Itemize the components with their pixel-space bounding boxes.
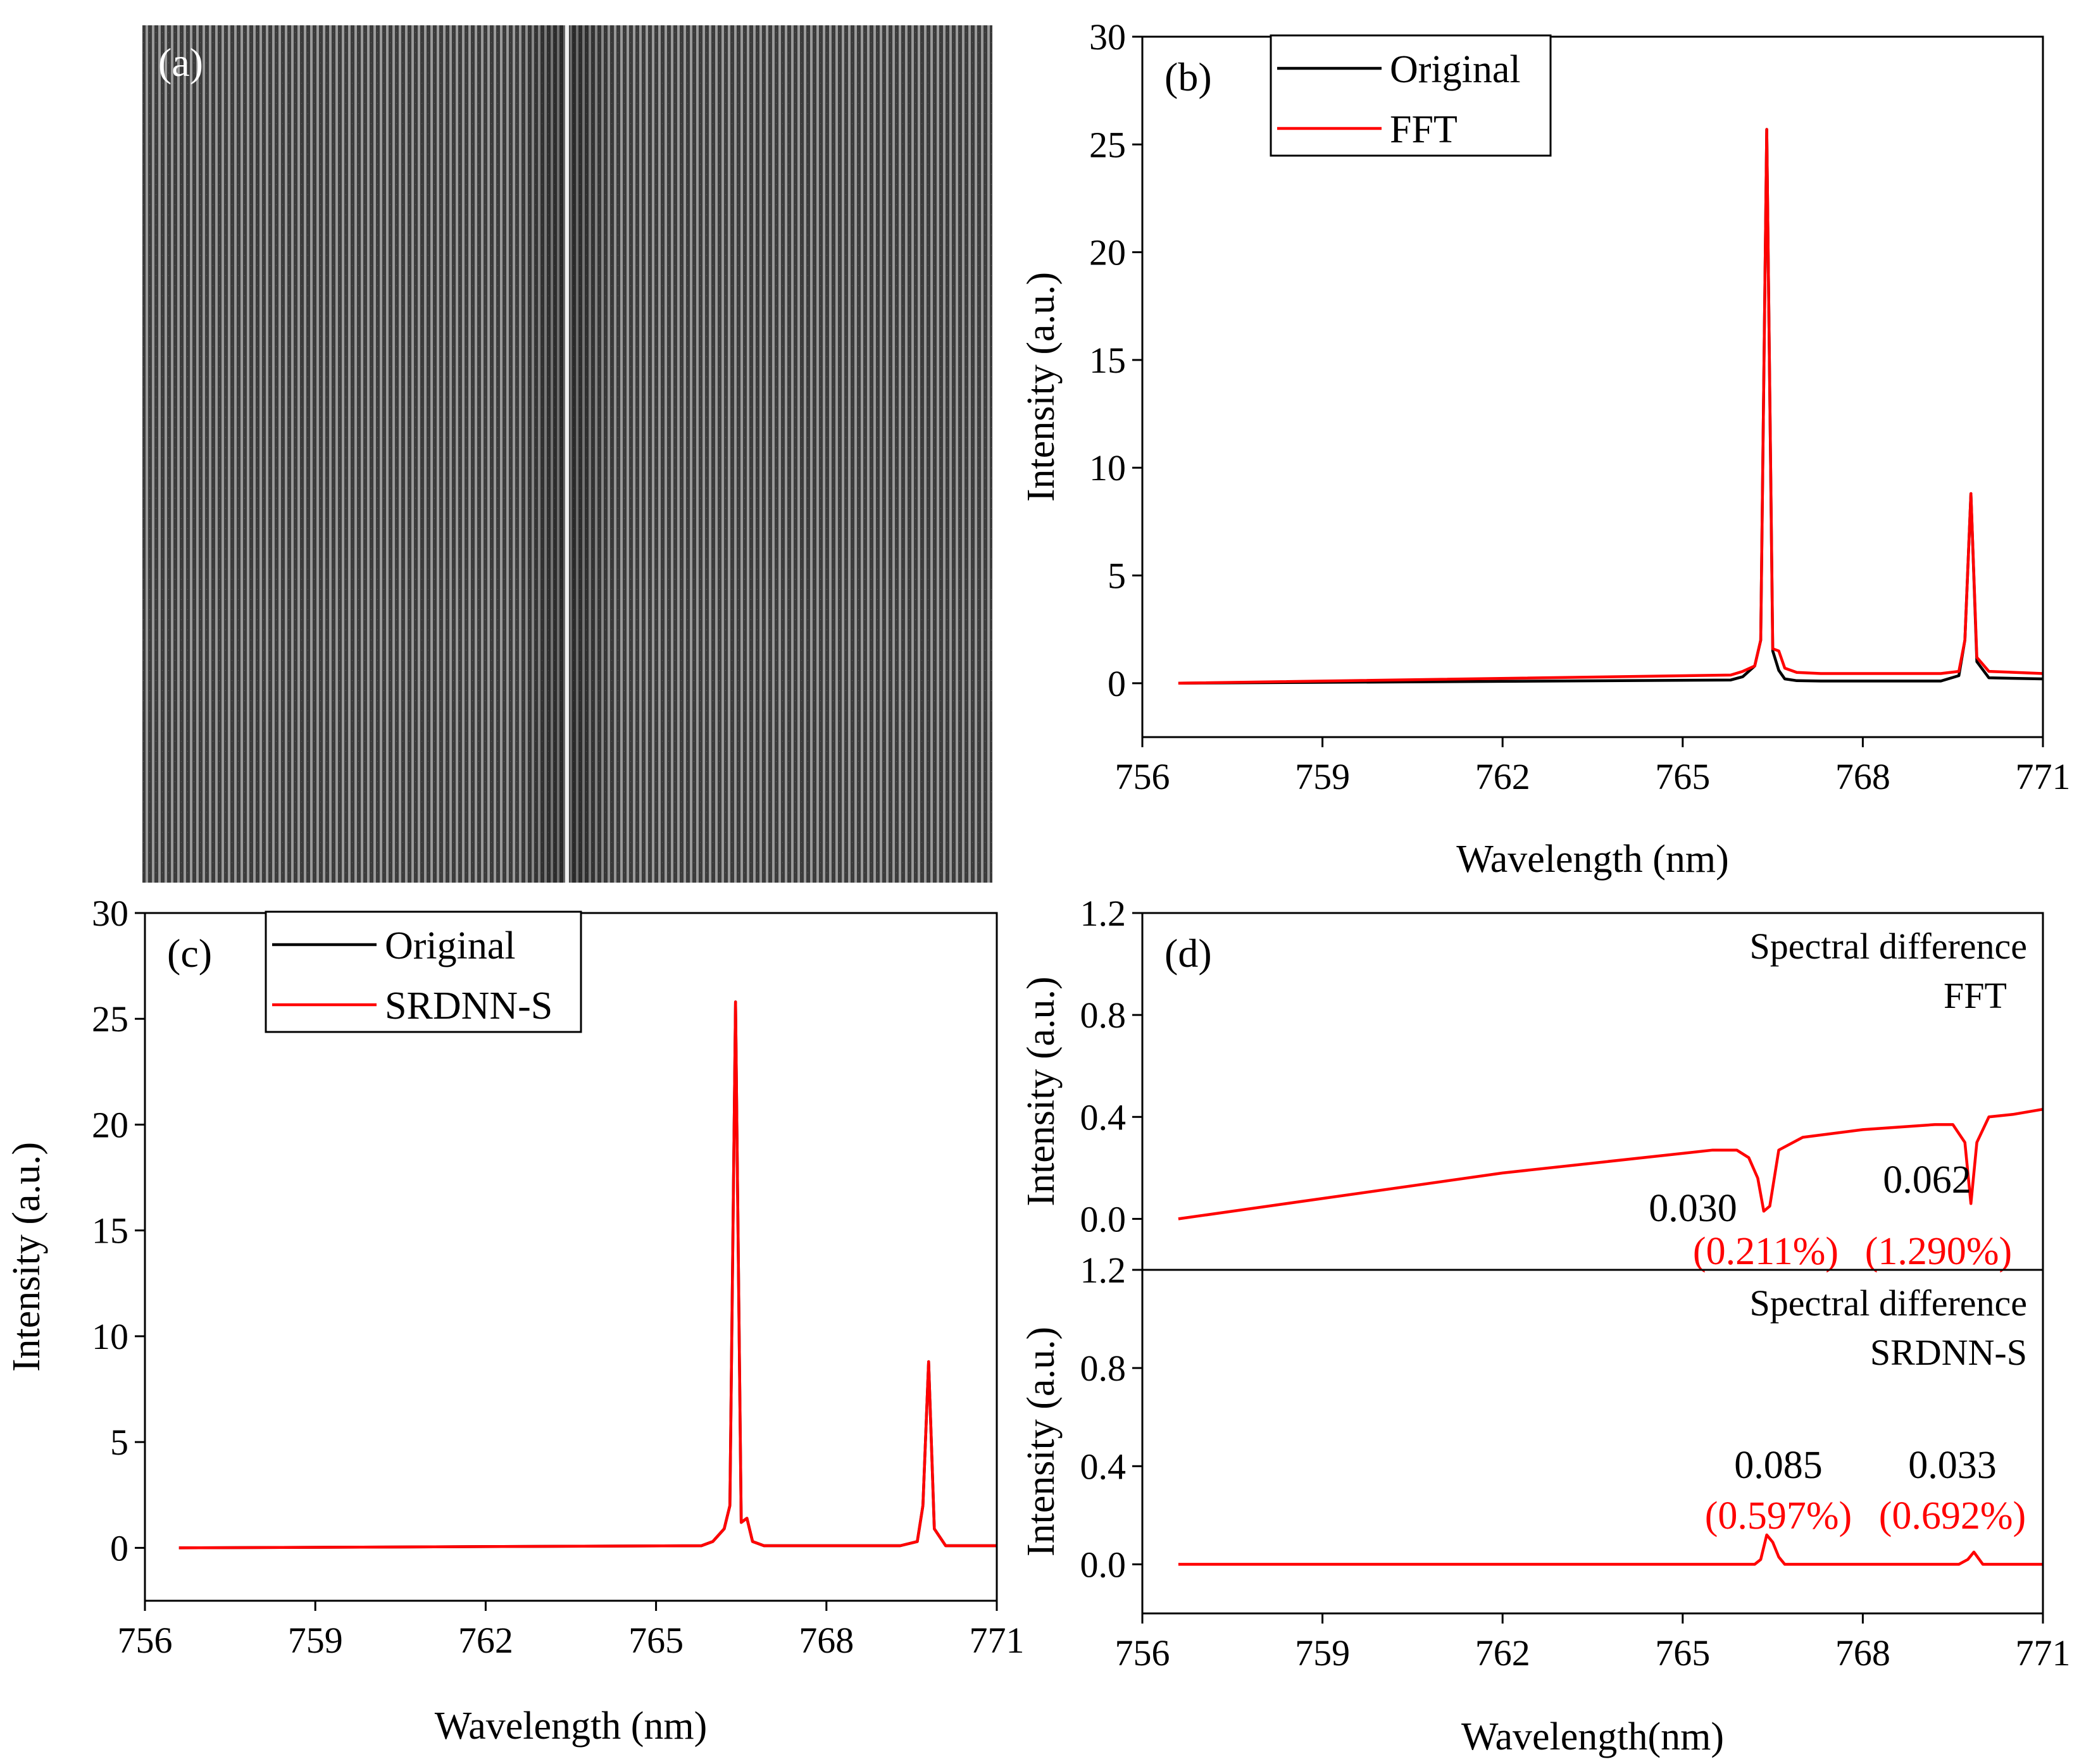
y-tick-label: 0.4 [1080, 1096, 1127, 1138]
y-tick-label: 30 [1089, 16, 1126, 58]
annotation-value: 0.085 [1734, 1444, 1823, 1487]
annotation-value: 0.033 [1908, 1444, 1997, 1487]
x-tick-label: 768 [1835, 756, 1890, 797]
annotation-value: 0.062 [1883, 1158, 1971, 1202]
y-axis-title: Intensity (a.u.) [5, 1142, 48, 1372]
annotation-percent: (0.211%) [1693, 1230, 1839, 1273]
annotation-percent: (1.290%) [1865, 1230, 2012, 1273]
y-tick-label: 0.0 [1080, 1544, 1127, 1585]
x-tick-label: 762 [1475, 756, 1530, 797]
panel-a-label: (a) [158, 40, 203, 85]
y-tick-label: 5 [110, 1422, 128, 1463]
x-axis-title: Wavelength (nm) [435, 1705, 708, 1748]
y-tick-label: 0.8 [1080, 995, 1127, 1036]
series-line-srdnn-s-difference [1178, 1533, 2043, 1566]
panel-label: (b) [1164, 54, 1212, 99]
difference-title: Spectral difference [1749, 1283, 2027, 1324]
x-tick-label: 765 [1655, 1632, 1710, 1674]
y-tick-label: 0.4 [1080, 1446, 1127, 1487]
panel-a: (a) [142, 25, 992, 883]
annotation-percent: (0.597%) [1705, 1494, 1852, 1537]
chart-c: 0 5 10 15 20 25 30 756 759 762 765 768 771 Wavelength… [5, 893, 1025, 1748]
chart-b: 0 5 10 15 20 25 30 756 759 762 765 768 771 Wavelength… [1020, 16, 2071, 881]
x-tick-label: 771 [2016, 756, 2071, 797]
y-tick-label: 15 [92, 1210, 128, 1252]
panel-label: (c) [167, 931, 212, 976]
difference-method: FFT [1944, 975, 2007, 1016]
x-axis-title: Wavelength(nm) [1461, 1715, 1724, 1758]
y-axis-title: Intensity (a.u.) [1020, 1327, 1063, 1556]
annotation-percent: (0.692%) [1879, 1494, 2026, 1537]
y-tick-label: 10 [1089, 447, 1126, 488]
series-line-fft-difference [1178, 1107, 2044, 1221]
y-tick-label: 1.2 [1080, 893, 1127, 934]
y-tick-label: 0.0 [1080, 1198, 1127, 1239]
plot-frame [1141, 1269, 2044, 1615]
y-tick-label: 1.2 [1080, 1250, 1127, 1291]
series-line-original [1178, 128, 2044, 685]
x-axis-title: Wavelength (nm) [1456, 838, 1729, 881]
x-tick-label: 756 [1115, 756, 1170, 797]
x-tick-label: 759 [288, 1620, 343, 1661]
y-tick-label: 25 [1089, 124, 1126, 165]
difference-title: Spectral difference [1749, 926, 2027, 967]
y-tick-label: 0 [110, 1527, 128, 1568]
y-tick-label: 0 [1108, 663, 1126, 704]
x-tick-label: 765 [628, 1620, 684, 1661]
legend-label: SRDNN-S [385, 984, 553, 1028]
plot-frame [1141, 35, 2044, 738]
x-tick-label: 762 [1475, 1632, 1530, 1674]
chart-d-bottom: 0.0 0.4 0.8 1.2 756 759 762 765 768 771 Wavelength… [1020, 1250, 2071, 1758]
series-line-srdnn-s [178, 1000, 997, 1550]
x-tick-label: 768 [1835, 1632, 1890, 1674]
x-tick-label: 771 [2016, 1632, 2071, 1674]
y-tick-label: 10 [92, 1316, 128, 1357]
legend-label: FFT [1390, 108, 1458, 151]
y-tick-label: 25 [92, 998, 128, 1040]
y-tick-label: 15 [1089, 340, 1126, 381]
x-tick-label: 756 [1115, 1632, 1170, 1674]
legend-label: Original [385, 924, 516, 967]
y-tick-label: 0.8 [1080, 1348, 1127, 1389]
y-tick-label: 20 [1089, 232, 1126, 273]
series-line-fft [1178, 128, 2044, 685]
legend-box [1270, 34, 1552, 157]
y-tick-label: 5 [1108, 556, 1126, 597]
chart-d-top: 0.0 0.4 0.8 1.2 Intensity (a.u.) (d) Spectral … [1020, 893, 2044, 1273]
panel-label: (d) [1164, 931, 1212, 976]
x-tick-label: 762 [458, 1620, 513, 1661]
x-tick-label: 771 [970, 1620, 1025, 1661]
y-tick-label: 30 [92, 893, 128, 934]
x-tick-label: 759 [1295, 756, 1350, 797]
x-tick-label: 759 [1295, 1632, 1350, 1674]
x-tick-label: 768 [799, 1620, 854, 1661]
series-line-original [178, 1000, 997, 1550]
y-axis-title: Intensity (a.u.) [1020, 976, 1063, 1206]
y-axis-title: Intensity (a.u.) [1020, 272, 1063, 502]
x-tick-label: 756 [118, 1620, 173, 1661]
y-tick-label: 20 [92, 1104, 128, 1145]
x-tick-label: 765 [1655, 756, 1710, 797]
legend-label: Original [1390, 48, 1521, 91]
fringe-center-line [565, 25, 569, 883]
annotation-value: 0.030 [1649, 1187, 1737, 1230]
difference-method: SRDNN-S [1870, 1332, 2027, 1373]
legend-box [265, 910, 582, 1033]
